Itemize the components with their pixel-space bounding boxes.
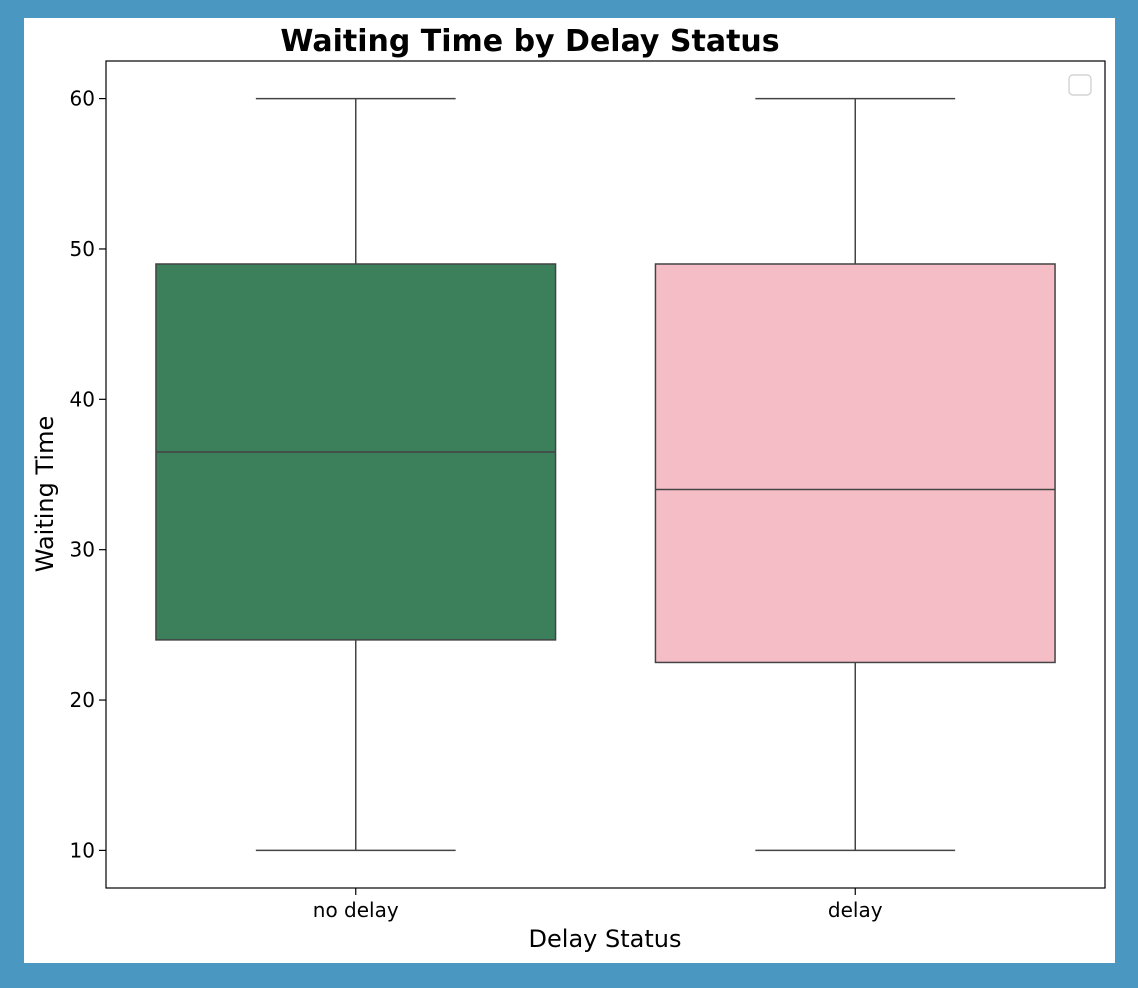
figure-frame: Waiting Time by Delay Status Delay Statu… [24, 18, 1115, 963]
chart-title: Waiting Time by Delay Status [280, 24, 779, 59]
y-tick-label-50: 50 [70, 237, 95, 261]
plot-area: no delay delay 10 20 30 40 50 60 [70, 60, 1106, 922]
y-axis-label: Waiting Time [31, 416, 59, 572]
plot-frame [105, 60, 1106, 889]
x-tick-label-delay: delay [828, 898, 883, 922]
x-axis-label: Delay Status [529, 925, 682, 953]
y-tick-label-40: 40 [70, 387, 95, 411]
y-tick-label-20: 20 [70, 688, 95, 712]
y-tick-label-30: 30 [70, 538, 95, 562]
box-plot-chart: Waiting Time by Delay Status Delay Statu… [31, 24, 1106, 953]
y-tick-label-60: 60 [70, 87, 95, 111]
x-tick-label-no-delay: no delay [313, 898, 399, 922]
legend-box [1068, 74, 1092, 96]
y-tick-label-10: 10 [70, 838, 95, 862]
box-delay [654, 263, 1056, 664]
